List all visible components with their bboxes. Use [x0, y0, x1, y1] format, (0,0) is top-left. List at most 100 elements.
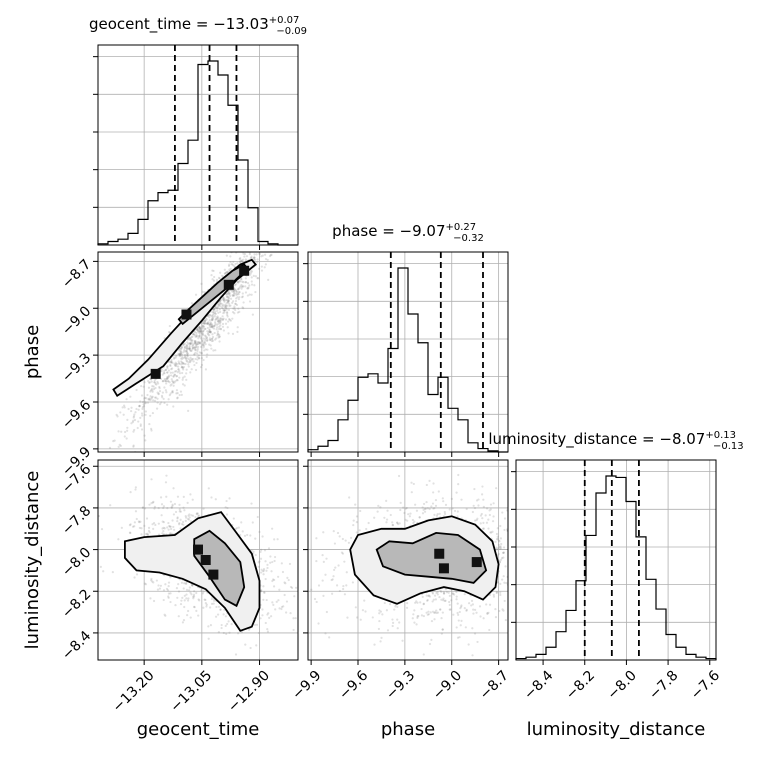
- sample-point: [206, 332, 209, 335]
- sample-point: [209, 330, 212, 334]
- sample-point: [247, 287, 250, 290]
- sample-point: [242, 301, 245, 304]
- x-tick-label: −7.6: [688, 668, 723, 703]
- sample-point: [335, 584, 339, 587]
- sample-point: [171, 367, 174, 370]
- sample-point: [217, 303, 220, 307]
- sample-point: [391, 621, 395, 624]
- sample-point: [288, 562, 292, 566]
- sample-point: [416, 616, 419, 619]
- sample-point: [488, 628, 491, 632]
- sample-point: [221, 317, 224, 321]
- sample-point: [510, 553, 512, 555]
- sample-point: [321, 554, 324, 557]
- sample-point: [177, 365, 180, 368]
- sample-point: [188, 342, 191, 345]
- sample-point: [182, 506, 185, 509]
- sample-point: [210, 318, 213, 321]
- sample-point: [276, 663, 278, 665]
- sample-point: [227, 296, 230, 299]
- sample-point: [198, 325, 201, 328]
- sample-point: [428, 507, 431, 511]
- sample-point: [170, 506, 173, 509]
- sample-point: [504, 565, 507, 568]
- sample-point: [238, 257, 241, 261]
- sample-point: [178, 353, 181, 356]
- sample-point: [219, 302, 222, 305]
- sample-point: [217, 276, 221, 279]
- sample-point: [191, 344, 194, 347]
- sample-point: [185, 351, 188, 354]
- sample-point: [441, 628, 444, 631]
- sample-point: [212, 308, 215, 311]
- sample-point: [499, 582, 502, 585]
- sample-point: [338, 535, 341, 538]
- sample-point: [141, 414, 144, 417]
- sample-point: [166, 375, 169, 378]
- sample-point: [512, 560, 514, 562]
- sample-point: [396, 627, 399, 630]
- sample-point: [211, 317, 215, 320]
- sample-point: [228, 318, 231, 321]
- sample-point: [165, 380, 168, 383]
- sample-point: [165, 376, 169, 379]
- sample-point: [244, 281, 248, 284]
- sample-point: [396, 521, 399, 524]
- sample-point: [112, 439, 115, 443]
- sample-point: [509, 519, 511, 521]
- sample-point: [220, 306, 224, 310]
- sample-point: [188, 358, 191, 362]
- sample-point: [102, 570, 105, 573]
- sample-point: [203, 319, 206, 323]
- sample-point: [457, 619, 460, 622]
- sample-point: [236, 292, 239, 295]
- sample-point: [174, 510, 178, 514]
- sample-point: [431, 591, 434, 594]
- panel-content: [98, 252, 298, 452]
- sample-point: [231, 293, 234, 297]
- sample-point: [264, 560, 267, 563]
- sample-point: [414, 601, 417, 604]
- sample-point: [166, 371, 169, 374]
- sample-point: [185, 593, 188, 596]
- sample-point: [198, 327, 201, 330]
- sample-point: [141, 405, 144, 409]
- sample-point: [209, 338, 212, 342]
- sample-point: [195, 512, 199, 515]
- sample-point: [255, 644, 258, 647]
- sample-point: [155, 579, 158, 582]
- sample-point: [248, 284, 251, 287]
- sample-point: [367, 521, 370, 525]
- sample-point: [433, 618, 436, 621]
- sample-point: [189, 342, 192, 345]
- sample-point: [221, 318, 225, 321]
- sample-point: [224, 318, 228, 321]
- sample-point: [225, 254, 228, 257]
- sample-point: [225, 271, 228, 274]
- sample-point: [246, 533, 249, 537]
- sample-point: [200, 357, 203, 360]
- sample-point: [431, 502, 435, 505]
- sample-point: [448, 603, 451, 607]
- sample-point: [253, 284, 256, 287]
- sample-point: [358, 529, 361, 532]
- sample-point: [256, 258, 259, 261]
- sample-point: [482, 498, 485, 501]
- sample-point: [134, 510, 138, 513]
- sample-point: [206, 322, 210, 325]
- sample-point: [221, 296, 225, 299]
- sample-point: [218, 303, 221, 306]
- sample-point: [404, 518, 407, 521]
- sample-point: [198, 341, 201, 344]
- sample-point: [121, 406, 124, 409]
- sample-point: [443, 599, 446, 602]
- sample-point: [203, 291, 206, 294]
- sample-point: [249, 273, 252, 276]
- sample-point: [176, 362, 179, 366]
- sample-point: [126, 426, 129, 429]
- sample-point: [186, 517, 190, 521]
- sample-point: [456, 602, 459, 605]
- sample-point: [229, 255, 232, 258]
- sample-point: [191, 346, 194, 349]
- sample-point: [205, 355, 208, 359]
